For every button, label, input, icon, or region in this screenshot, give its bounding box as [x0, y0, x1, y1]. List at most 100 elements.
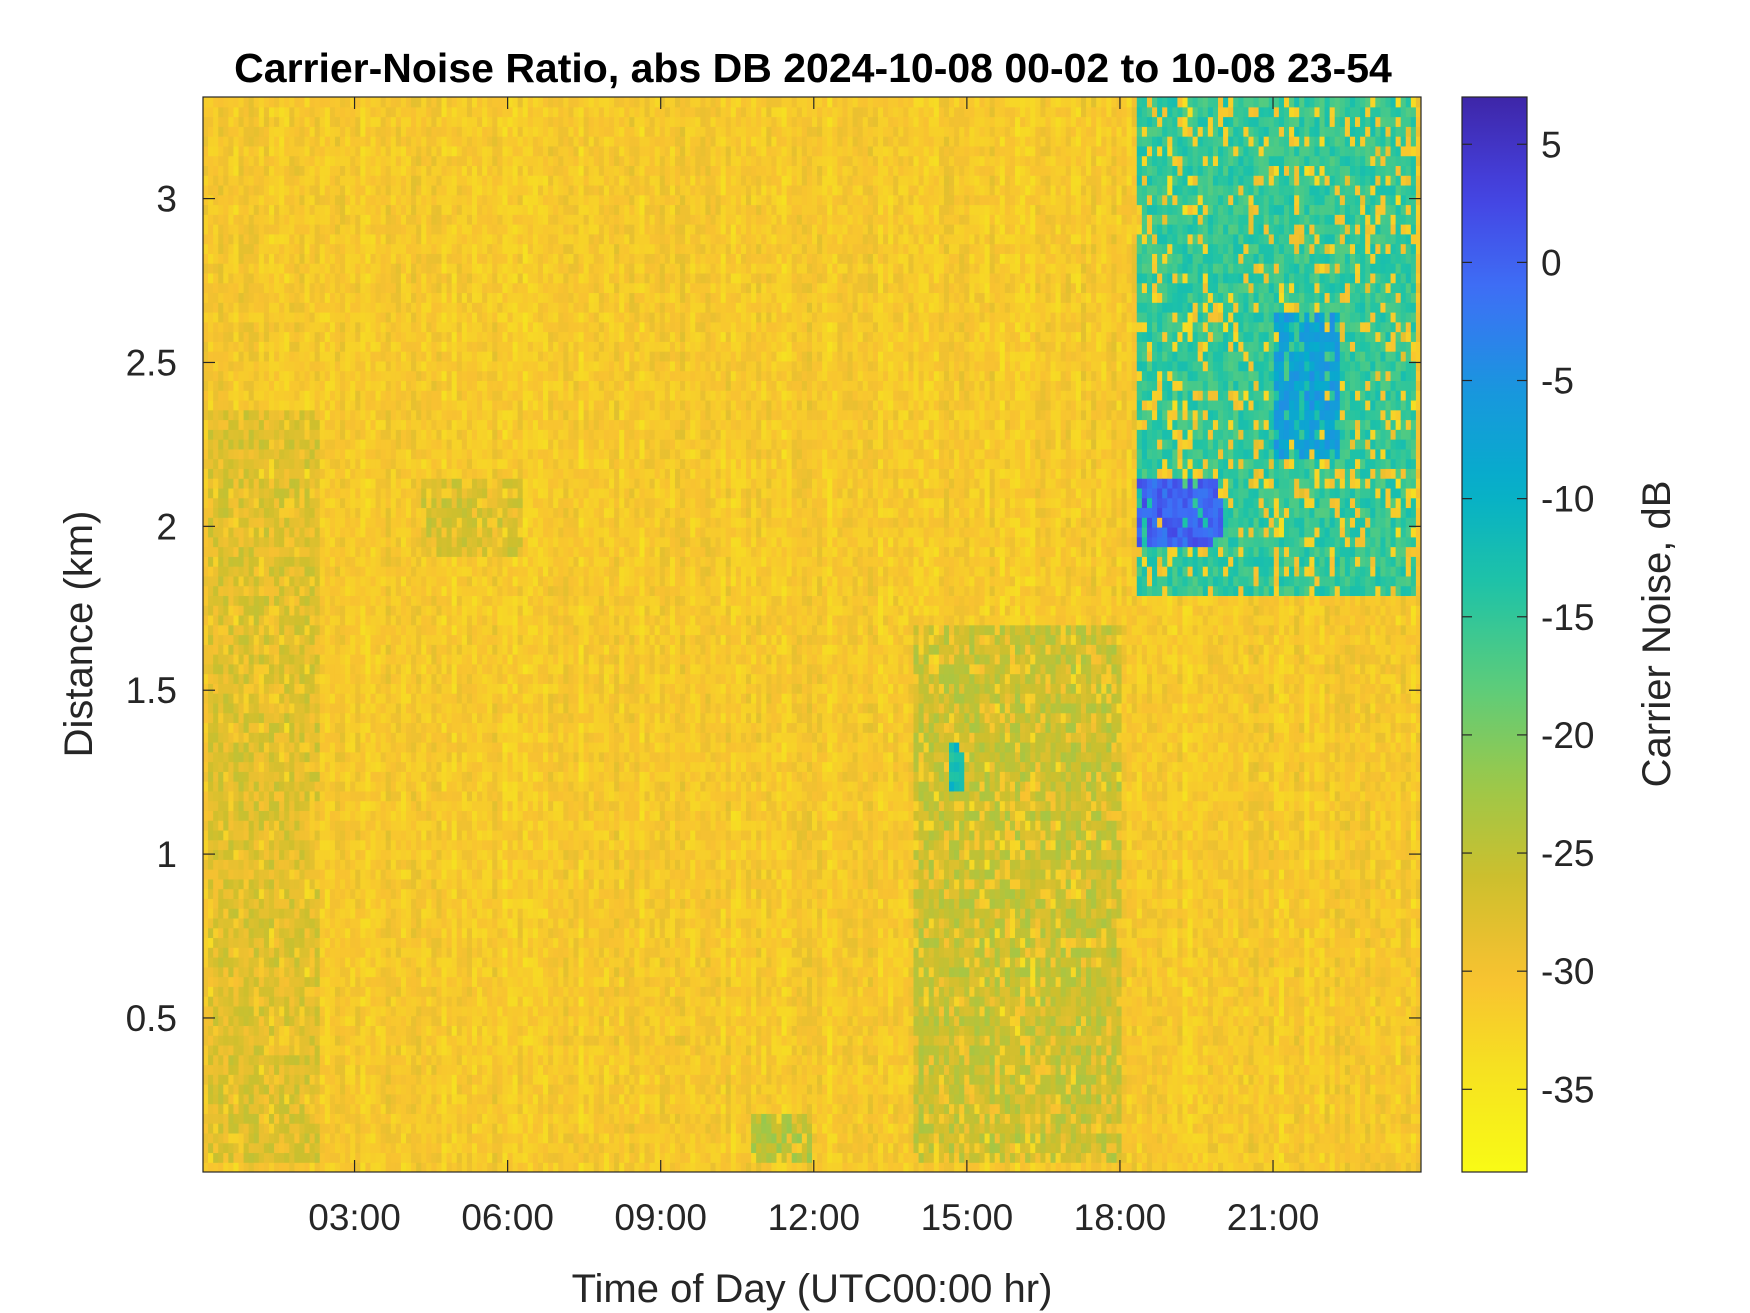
heatmap-cell [421, 155, 427, 167]
heatmap-cell [400, 517, 407, 528]
heatmap-cell [233, 673, 240, 684]
heatmap-cell [248, 673, 255, 684]
heatmap-cell [324, 429, 331, 440]
heatmap-cell [258, 116, 265, 127]
heatmap-cell [228, 312, 235, 323]
heatmap-cell [243, 790, 250, 802]
heatmap-cell [314, 272, 321, 284]
heatmap-cell [324, 595, 331, 606]
heatmap-cell [370, 233, 377, 245]
heatmap-cell [284, 497, 290, 509]
heatmap-cell [426, 712, 432, 724]
heatmap-cell [213, 204, 219, 215]
heatmap-cell [213, 253, 219, 264]
heatmap-cell [284, 331, 290, 342]
heatmap-cell [304, 184, 311, 196]
heatmap-cell [253, 282, 260, 294]
heatmap-cell [274, 566, 280, 577]
heatmap-cell [294, 927, 301, 939]
heatmap-cell [228, 1035, 235, 1046]
heatmap-cell [416, 976, 422, 987]
heatmap-cell [299, 839, 306, 851]
heatmap-cell [329, 1142, 336, 1154]
heatmap-cell [360, 507, 366, 518]
heatmap-cell [411, 761, 417, 772]
heatmap-cell [390, 1035, 397, 1046]
heatmap-cell [350, 380, 356, 391]
heatmap-cell [370, 439, 377, 450]
heatmap-cell [345, 1152, 351, 1163]
heatmap-cell [329, 683, 336, 694]
heatmap-cell [345, 624, 351, 636]
heatmap-cell [319, 732, 326, 743]
heatmap-cell [309, 712, 316, 724]
heatmap-cell [258, 439, 265, 450]
heatmap-cell [390, 771, 397, 782]
heatmap-cell [248, 468, 255, 479]
heatmap-cell [223, 439, 229, 450]
heatmap-cell [324, 282, 331, 294]
heatmap-cell [340, 800, 346, 812]
heatmap-cell [263, 771, 270, 782]
heatmap-cell [380, 546, 387, 557]
heatmap-cell [284, 1132, 290, 1144]
heatmap-cell [416, 898, 422, 909]
heatmap-cell [314, 1162, 321, 1172]
heatmap-cell [411, 947, 417, 958]
heatmap-cell [213, 478, 219, 489]
heatmap-cell [203, 546, 209, 557]
heatmap-cell [340, 839, 346, 851]
heatmap-cell [248, 399, 255, 411]
heatmap-cell [350, 272, 356, 284]
heatmap-cell [390, 829, 397, 841]
heatmap-cell [223, 458, 229, 469]
heatmap-cell [426, 458, 432, 469]
heatmap-cell [309, 497, 316, 509]
heatmap-cell [208, 263, 214, 274]
heatmap-cell [203, 380, 209, 391]
heatmap-cell [294, 331, 301, 342]
heatmap-cell [274, 634, 280, 645]
heatmap-cell [370, 790, 377, 802]
heatmap-cell [253, 106, 260, 118]
heatmap-cell [258, 1142, 265, 1154]
heatmap-cell [375, 898, 382, 909]
heatmap-cell [289, 810, 295, 821]
heatmap-cell [314, 536, 321, 548]
heatmap-cell [253, 976, 260, 987]
heatmap-cell [274, 468, 280, 479]
heatmap-cell [233, 986, 240, 997]
heatmap-cell [263, 409, 270, 421]
heatmap-cell [304, 790, 311, 802]
heatmap-cell [233, 1123, 240, 1134]
heatmap-cell [284, 155, 290, 167]
heatmap-cell [350, 859, 356, 870]
heatmap-cell [223, 1152, 229, 1163]
heatmap-cell [340, 761, 346, 772]
heatmap-cell [340, 927, 346, 939]
heatmap-cell [208, 380, 214, 391]
heatmap-cell [253, 566, 260, 577]
heatmap-cell [263, 810, 270, 821]
heatmap-cell [411, 282, 417, 294]
heatmap-cell [228, 966, 235, 978]
heatmap-cell [324, 556, 331, 567]
heatmap-cell [365, 996, 372, 1007]
heatmap-cell [208, 790, 214, 802]
heatmap-cell [314, 165, 321, 176]
heatmap-cell [350, 165, 356, 176]
heatmap-cell [380, 1084, 387, 1095]
heatmap-cell [213, 781, 219, 792]
heatmap-cell [228, 634, 235, 645]
heatmap-cell [375, 527, 382, 538]
heatmap-cell [304, 1103, 311, 1114]
heatmap-cell [268, 947, 275, 958]
heatmap-cell [268, 1152, 275, 1163]
heatmap-cell [304, 829, 311, 841]
heatmap-cell [238, 331, 245, 342]
heatmap-cell [380, 517, 387, 528]
heatmap-cell [340, 1044, 346, 1056]
heatmap-cell [248, 302, 255, 313]
heatmap-cell [355, 458, 361, 469]
heatmap-cell [350, 1152, 356, 1163]
